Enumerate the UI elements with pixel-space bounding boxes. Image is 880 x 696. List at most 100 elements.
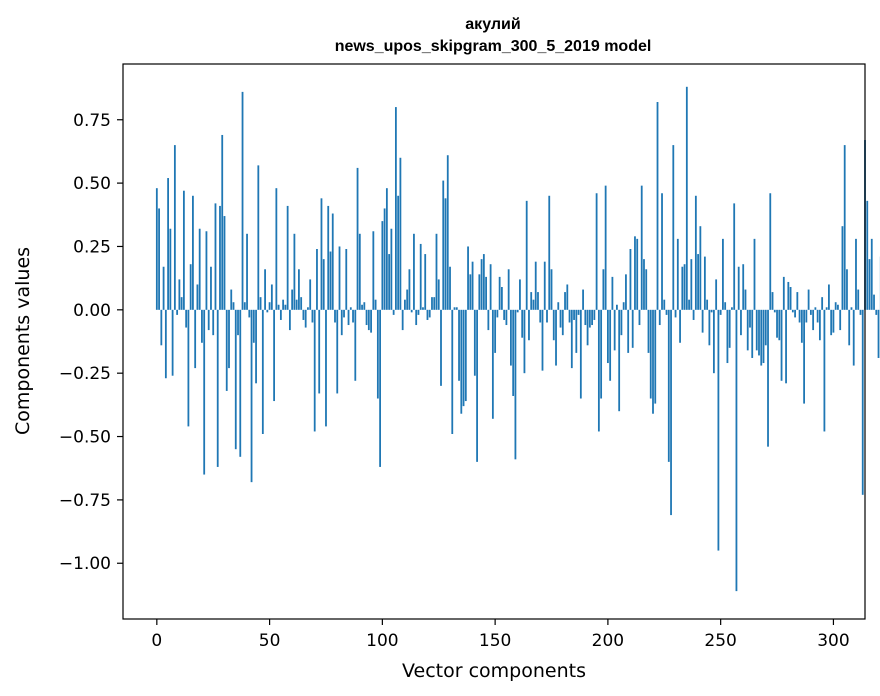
bar-component-141 [473,309,476,376]
bar-component-173 [546,309,548,323]
bar-component-67 [307,307,309,310]
bar-component-131 [451,309,454,434]
bar-component-274 [773,309,776,313]
bar-component-176 [552,309,555,341]
bar-component-305 [843,145,846,310]
bar-component-255 [731,307,733,310]
bar-component-59 [288,309,291,331]
bar-component-223 [658,309,661,326]
bar-component-240 [697,254,699,310]
bar-component-147 [487,309,490,331]
plot-frame [122,63,866,620]
bar-component-203 [613,309,616,351]
bar-component-283 [794,309,796,318]
bar-component-295 [821,297,824,310]
bar-component-158 [512,309,515,396]
bar-component-29 [221,134,224,310]
bar-component-170 [539,309,542,323]
bar-component-242 [701,309,704,333]
bar-component-32 [228,309,230,369]
y-tick-label-6: 0.50 [73,174,111,194]
bar-component-41 [248,309,251,318]
y-tick-label-4: 0.00 [73,301,111,321]
bar-component-74 [322,259,325,310]
bar-component-308 [850,307,853,310]
bar-component-5 [167,178,169,310]
bar-component-119 [424,254,427,310]
bar-component-126 [440,309,442,386]
bar-component-57 [284,304,287,310]
bar-component-26 [214,203,217,310]
bar-component-168 [534,261,537,310]
bar-component-145 [482,254,485,310]
bar-component-180 [561,309,564,336]
bar-component-227 [667,309,670,462]
bar-component-246 [710,309,713,313]
bar-component-106 [394,107,397,310]
bar-component-134 [458,309,460,381]
bar-component-51 [270,284,273,310]
bar-component-50 [268,302,271,310]
bar-component-251 [722,238,724,310]
bar-component-62 [295,299,298,310]
chart-title: акулий [465,16,520,33]
bar-component-81 [338,246,341,310]
bar-component-117 [419,243,422,310]
bar-component-53 [275,188,278,310]
bar-component-259 [740,309,742,336]
bar-component-130 [449,266,451,310]
bar-component-291 [812,309,815,331]
bar-component-193 [591,309,593,326]
bar-component-220 [652,309,654,414]
bar-component-39 [243,302,246,310]
bar-component-196 [597,309,600,432]
y-tick-label-3: −0.25 [59,364,111,384]
bar-component-84 [345,249,348,310]
bar-component-4 [164,309,167,379]
bar-component-212 [634,236,636,310]
bar-component-24 [210,266,212,310]
bar-component-125 [437,279,440,310]
bar-component-78 [331,213,334,310]
bar-component-275 [776,309,778,338]
bar-component-42 [250,309,253,483]
chart-subtitle: news_upos_skipgram_300_5_2019 model [335,38,652,55]
bar-component-300 [832,309,835,333]
bar-component-315 [866,200,869,310]
bar-component-37 [239,309,242,457]
bar-component-217 [645,269,648,310]
bar-component-1 [158,208,160,310]
bar-component-71 [316,249,318,310]
bar-component-76 [327,205,330,310]
bar-component-11 [180,297,183,310]
bar-component-218 [647,309,650,353]
bar-component-16 [192,195,194,310]
bar-component-312 [859,309,862,315]
x-tick-label-0: 0 [151,631,162,651]
bar-component-12 [182,190,185,310]
bar-component-162 [521,309,524,338]
bar-component-164 [525,200,528,310]
bar-component-307 [848,309,851,346]
x-tick-label-150: 150 [479,631,511,651]
x-tick-label-250: 250 [704,631,736,651]
bar-component-111 [406,289,409,310]
bar-component-202 [611,276,614,310]
bar-component-179 [559,309,562,328]
bar-component-200 [606,309,609,364]
bar-component-14 [187,309,190,427]
bar-component-303 [839,309,842,331]
bar-component-166 [530,292,533,310]
bar-component-116 [417,309,420,315]
y-tick-label-2: −0.50 [59,428,111,448]
bar-component-171 [541,309,544,371]
bar-component-55 [279,309,282,320]
bar-component-63 [298,269,300,310]
bar-component-38 [241,91,244,310]
bar-component-216 [643,259,645,310]
bar-component-185 [573,309,575,320]
bar-component-302 [837,304,839,310]
bar-component-268 [760,309,763,366]
bar-component-293 [816,309,819,323]
